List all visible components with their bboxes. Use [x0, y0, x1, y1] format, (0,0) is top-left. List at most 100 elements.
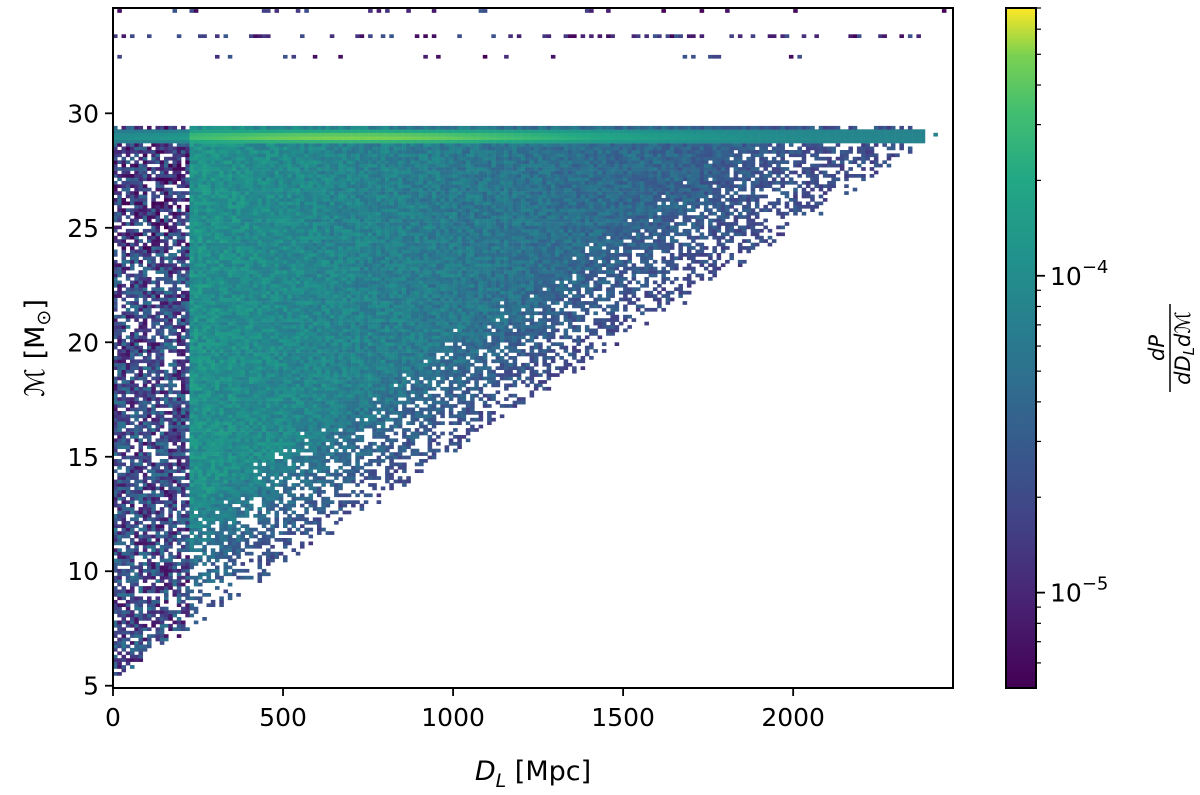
heatmap-cell: [249, 407, 254, 412]
heatmap-cell: [257, 311, 263, 316]
heatmap-cell: [206, 366, 212, 371]
heatmap-cell: [223, 311, 229, 316]
heatmap-cell: [210, 356, 216, 360]
heatmap-cell: [202, 204, 207, 209]
heatmap-cell: [266, 411, 271, 415]
heatmap-cell: [172, 407, 178, 412]
heatmap-cell: [240, 177, 246, 182]
heatmap-cell: [198, 493, 203, 498]
heatmap-cell: [253, 242, 258, 247]
heatmap-cell: [210, 507, 216, 511]
heatmap-cell: [283, 211, 288, 216]
heatmap-cell: [151, 136, 156, 140]
heatmap-cell: [223, 177, 229, 182]
heatmap-cell: [113, 160, 118, 165]
heatmap-cell: [261, 376, 267, 381]
heatmap-cell: [155, 297, 161, 302]
heatmap-cell: [283, 218, 288, 223]
heatmap-cell: [113, 411, 118, 415]
heatmap-cell: [159, 486, 165, 491]
heatmap-cell: [193, 359, 199, 364]
heatmap-cell: [232, 349, 237, 353]
heatmap-cell: [261, 294, 267, 298]
heatmap-cell: [172, 328, 178, 333]
heatmap-cell: [189, 606, 195, 611]
heatmap-cell: [155, 125, 161, 130]
heatmap-cell: [159, 342, 165, 347]
heatmap-cell: [223, 514, 229, 518]
heatmap-cell: [274, 294, 280, 298]
heatmap-cell: [219, 459, 224, 463]
heatmap-cell: [113, 270, 118, 274]
heatmap-cell: [198, 318, 203, 322]
heatmap-cell: [287, 297, 292, 302]
heatmap-cell: [287, 373, 292, 377]
heatmap-cell: [236, 187, 241, 192]
heatmap-cell: [130, 366, 135, 371]
heatmap-cell: [215, 156, 220, 161]
heatmap-cell: [253, 421, 258, 426]
heatmap-cell: [113, 187, 118, 192]
heatmap-cell: [121, 380, 127, 384]
heatmap-cell: [261, 187, 267, 192]
heatmap-cell: [261, 373, 267, 377]
heatmap-cell: [113, 156, 118, 161]
heatmap-cell: [134, 623, 139, 628]
heatmap-cell: [198, 548, 203, 553]
heatmap-cell: [198, 180, 203, 185]
heatmap-cell: [142, 476, 148, 480]
heatmap-cell: [138, 287, 144, 292]
heatmap-cell: [168, 338, 173, 343]
heatmap-cell: [240, 383, 246, 388]
heatmap-cell: [249, 242, 254, 247]
heatmap-cell: [113, 479, 118, 484]
heatmap-cell: [283, 541, 288, 546]
heatmap-cell: [215, 476, 220, 480]
heatmap-cell: [164, 345, 169, 350]
heatmap-cell: [270, 503, 275, 508]
heatmap-cell: [266, 232, 271, 237]
heatmap-cell: [151, 421, 156, 426]
heatmap-cell: [168, 270, 173, 274]
heatmap-cell: [283, 180, 288, 185]
heatmap-cell: [202, 445, 207, 450]
heatmap-cell: [181, 146, 186, 151]
heatmap-cell: [270, 366, 275, 371]
heatmap-cell: [189, 338, 195, 343]
heatmap-cell: [270, 486, 275, 491]
heatmap-cell: [121, 421, 127, 426]
heatmap-cell: [159, 369, 165, 374]
heatmap-cell: [278, 218, 284, 223]
heatmap-cell: [270, 277, 275, 281]
heatmap-cell: [270, 459, 275, 463]
heatmap-cell: [155, 294, 161, 298]
heatmap-cell: [236, 294, 241, 298]
heatmap-cell: [266, 465, 271, 470]
heatmap-cell: [185, 503, 190, 508]
heatmap-cell: [270, 417, 275, 422]
heatmap-cell: [253, 277, 258, 281]
heatmap-cell: [227, 572, 233, 577]
heatmap-cell: [227, 356, 233, 360]
heatmap-cell: [168, 218, 173, 223]
heatmap-cell: [249, 297, 254, 302]
heatmap-cell: [193, 180, 199, 185]
heatmap-cell: [287, 228, 292, 233]
heatmap-cell: [134, 493, 139, 498]
heatmap-cell: [193, 541, 199, 546]
heatmap-cell: [185, 304, 190, 309]
heatmap-cell: [278, 167, 284, 171]
heatmap-cell: [227, 517, 233, 522]
heatmap-cell: [147, 174, 152, 178]
heatmap-cell: [215, 311, 220, 316]
heatmap-cell: [151, 160, 156, 165]
heatmap-cell: [172, 421, 178, 426]
heatmap-cell: [223, 208, 229, 213]
heatmap-cell: [206, 362, 212, 367]
heatmap-cell: [240, 198, 246, 202]
heatmap-cell: [198, 490, 203, 494]
heatmap-cell: [113, 167, 118, 171]
heatmap-cell: [257, 177, 263, 182]
heatmap-cell: [223, 479, 229, 484]
heatmap-cell: [121, 658, 127, 662]
